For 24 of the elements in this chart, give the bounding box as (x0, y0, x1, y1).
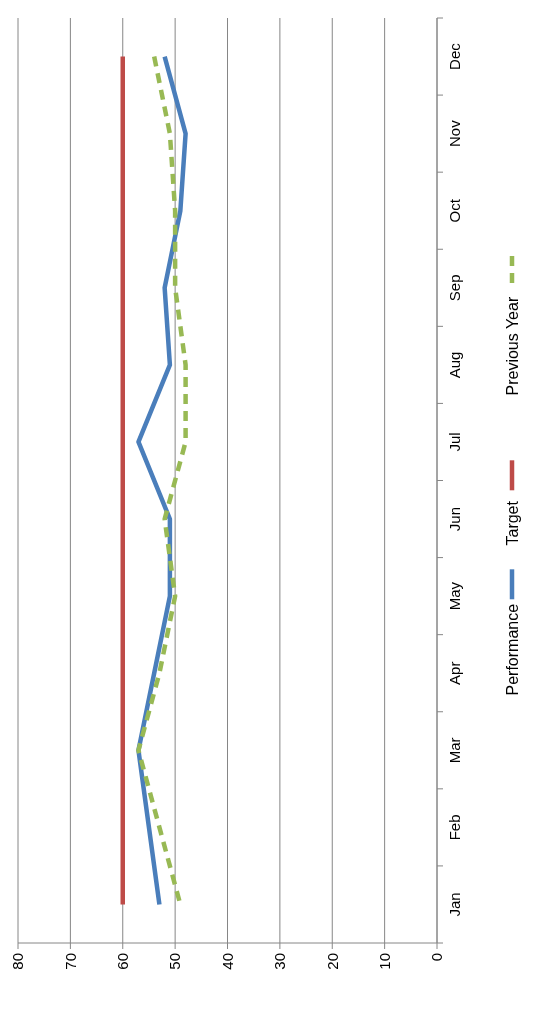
y-tick-label: Oct (446, 198, 464, 223)
x-tick-label: 10 (375, 953, 393, 970)
y-tick-label: Aug (446, 351, 464, 379)
x-tick-label: 80 (9, 953, 27, 970)
x-tick-label: 60 (114, 953, 131, 970)
y-tick-label: May (446, 581, 464, 611)
legend-label: Target (503, 500, 521, 546)
legend-label: Performance (503, 603, 521, 696)
x-tick-label: 30 (271, 953, 289, 970)
y-tick-label: Apr (446, 661, 464, 685)
y-tick-label: Sep (446, 274, 464, 302)
x-tick-label: 70 (61, 953, 79, 970)
x-tick-label: 0 (428, 953, 446, 962)
legend-label: Previous Year (503, 296, 521, 396)
y-tick-label: Nov (446, 119, 464, 147)
y-tick-label: Mar (446, 737, 464, 764)
y-tick-label: Jan (446, 892, 464, 917)
y-tick-label: Jul (446, 432, 464, 452)
y-tick-label: Feb (446, 814, 464, 841)
y-tick-label: Jun (446, 506, 464, 532)
x-tick-label: 40 (218, 953, 236, 970)
x-tick-label: 20 (323, 953, 341, 970)
x-tick-label: 50 (166, 953, 184, 970)
y-tick-label: Dec (446, 42, 464, 70)
